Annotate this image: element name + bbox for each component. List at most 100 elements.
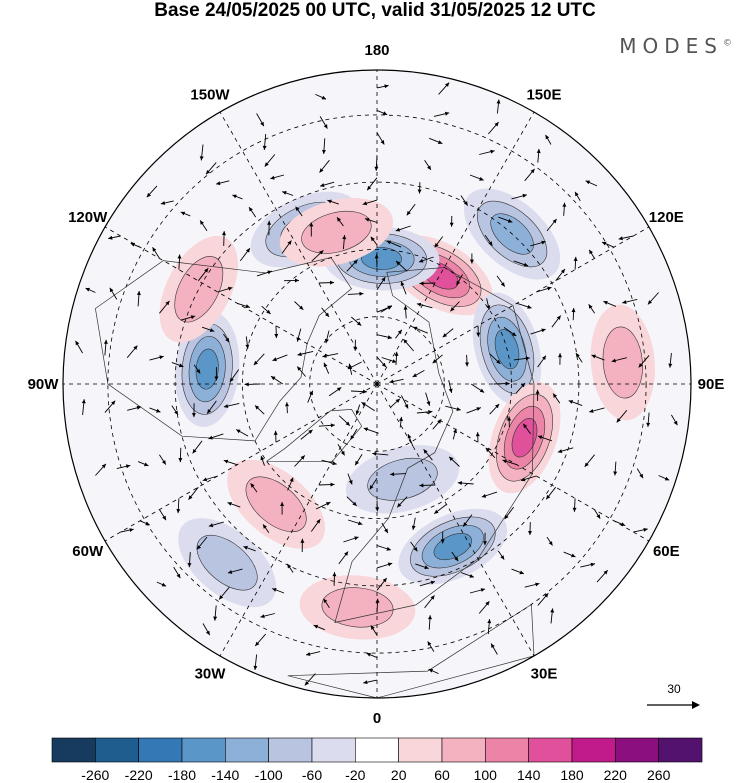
wind-arrow-321 bbox=[394, 351, 399, 366]
wind-arrow-72 bbox=[218, 586, 230, 600]
wind-arrow-190 bbox=[223, 459, 238, 466]
wind-arrow-245 bbox=[294, 455, 306, 467]
wind-arrow-170 bbox=[520, 475, 537, 482]
wind-arrow-76 bbox=[428, 615, 432, 630]
wind-arrow-236 bbox=[374, 254, 379, 268]
wind-arrow-182 bbox=[309, 222, 314, 237]
reference-vector: 30 bbox=[647, 682, 700, 709]
wind-arrow-47 bbox=[487, 619, 492, 635]
wind-arrow-295 bbox=[412, 326, 428, 334]
wind-arrow-104 bbox=[323, 598, 330, 609]
wind-arrow-142 bbox=[568, 400, 583, 407]
wind-arrow-98 bbox=[149, 407, 161, 413]
wind-arrow-169 bbox=[504, 506, 515, 520]
wind-arrow-242 bbox=[244, 382, 261, 387]
wind-arrow-94 bbox=[199, 220, 208, 232]
anomaly-negative-9-level-1 bbox=[367, 457, 438, 501]
wind-arrow-271 bbox=[390, 472, 407, 477]
wind-arrow-110 bbox=[572, 498, 577, 512]
wind-arrow-283 bbox=[297, 350, 314, 357]
wind-arrow-44 bbox=[305, 651, 321, 656]
brand-mark: © bbox=[723, 38, 732, 49]
wind-arrow-67 bbox=[126, 345, 138, 358]
wind-arrow-71 bbox=[187, 552, 192, 568]
wind-arrow-84 bbox=[603, 300, 617, 307]
wind-arrow-199 bbox=[481, 491, 498, 498]
wind-arrow-201 bbox=[522, 423, 531, 435]
wind-arrow-83 bbox=[611, 357, 627, 363]
wind-arrow-154 bbox=[239, 247, 251, 262]
wind-arrow-312 bbox=[376, 356, 387, 368]
wind-arrow-5 bbox=[108, 235, 121, 240]
wind-arrow-285 bbox=[307, 390, 314, 403]
wind-arrow-181 bbox=[336, 217, 344, 227]
wind-arrow-303 bbox=[338, 415, 351, 427]
anomaly-positive-7-level-1 bbox=[174, 256, 224, 323]
longitude-label-6: 0 bbox=[373, 710, 381, 727]
wind-arrow-270 bbox=[369, 477, 378, 490]
wind-arrow-131 bbox=[208, 521, 224, 528]
wind-arrow-128 bbox=[171, 405, 179, 416]
wind-arrow-31 bbox=[319, 116, 328, 129]
wind-arrow-192 bbox=[280, 502, 285, 515]
wind-arrow-311 bbox=[395, 329, 403, 339]
wind-arrow-2 bbox=[256, 113, 265, 127]
wind-arrow-66 bbox=[136, 290, 141, 307]
wind-arrow-130 bbox=[188, 486, 199, 500]
wind-arrow-258 bbox=[419, 281, 436, 286]
wind-arrow-322 bbox=[381, 357, 397, 363]
wind-arrow-275 bbox=[470, 383, 485, 393]
colorbar-swatch-13 bbox=[614, 737, 659, 763]
longitude-label-8: 60W bbox=[72, 543, 104, 560]
wind-arrow-53 bbox=[638, 355, 650, 368]
wind-arrow-108 bbox=[511, 568, 525, 575]
wind-arrow-301 bbox=[323, 362, 330, 374]
wind-arrow-193 bbox=[310, 518, 321, 532]
wind-arrow-180 bbox=[364, 217, 378, 223]
wind-arrow-248 bbox=[375, 500, 380, 512]
wind-arrow-150 bbox=[362, 199, 378, 206]
map-title: Base 24/05/2025 00 UTC, valid 31/05/2025… bbox=[154, 0, 596, 21]
wind-arrow-87 bbox=[524, 168, 535, 182]
wind-arrow-61 bbox=[322, 138, 326, 155]
wind-arrow-253 bbox=[489, 403, 500, 415]
wind-arrow-241 bbox=[253, 353, 265, 366]
longitude-label-layer: 180 150E 120E 90E 60E 30E 0 30W 60W 90W 120W 150W bbox=[28, 42, 725, 727]
wind-arrow-0 bbox=[376, 84, 389, 89]
wind-arrow-288 bbox=[354, 453, 363, 466]
wind-arrow-79 bbox=[563, 551, 576, 558]
wind-arrow-287 bbox=[337, 443, 345, 456]
anomaly-positive-14-level-1 bbox=[602, 326, 643, 399]
colorbar-tick-9: 100 bbox=[474, 767, 498, 783]
reference-vector-label: 30 bbox=[667, 682, 681, 696]
wind-arrow-309 bbox=[412, 370, 425, 378]
wind-arrow-36 bbox=[109, 287, 118, 300]
wind-arrow-152 bbox=[295, 206, 303, 217]
wind-arrow-244 bbox=[273, 430, 278, 443]
wind-arrow-257 bbox=[450, 301, 460, 312]
wind-arrow-316 bbox=[355, 404, 361, 415]
wind-arrow-174 bbox=[551, 315, 562, 328]
wind-arrow-127 bbox=[171, 361, 184, 368]
wind-arrow-243 bbox=[254, 405, 265, 415]
wind-arrow-202 bbox=[535, 389, 540, 401]
wind-arrow-15 bbox=[363, 679, 378, 685]
wind-arrow-300 bbox=[322, 353, 339, 358]
wind-arrow-74 bbox=[313, 624, 325, 631]
wind-arrow-297 bbox=[380, 305, 393, 313]
wind-arrow-209 bbox=[395, 225, 411, 232]
wind-arrow-39 bbox=[116, 464, 131, 470]
wind-arrow-43 bbox=[254, 633, 267, 647]
wind-arrow-167 bbox=[451, 551, 459, 562]
wind-arrow-25 bbox=[618, 235, 634, 241]
colorbar-tick-0: -260 bbox=[81, 767, 109, 783]
wind-arrow-138 bbox=[497, 550, 505, 560]
wind-arrow-262 bbox=[321, 307, 330, 318]
longitude-label-0: 180 bbox=[364, 42, 389, 59]
wind-arrow-317 bbox=[361, 401, 375, 412]
wind-arrow-217 bbox=[223, 402, 240, 408]
colorbar-swatch-5 bbox=[268, 737, 313, 763]
colorbar-swatch-3 bbox=[181, 737, 226, 763]
wind-arrow-8 bbox=[81, 399, 86, 415]
